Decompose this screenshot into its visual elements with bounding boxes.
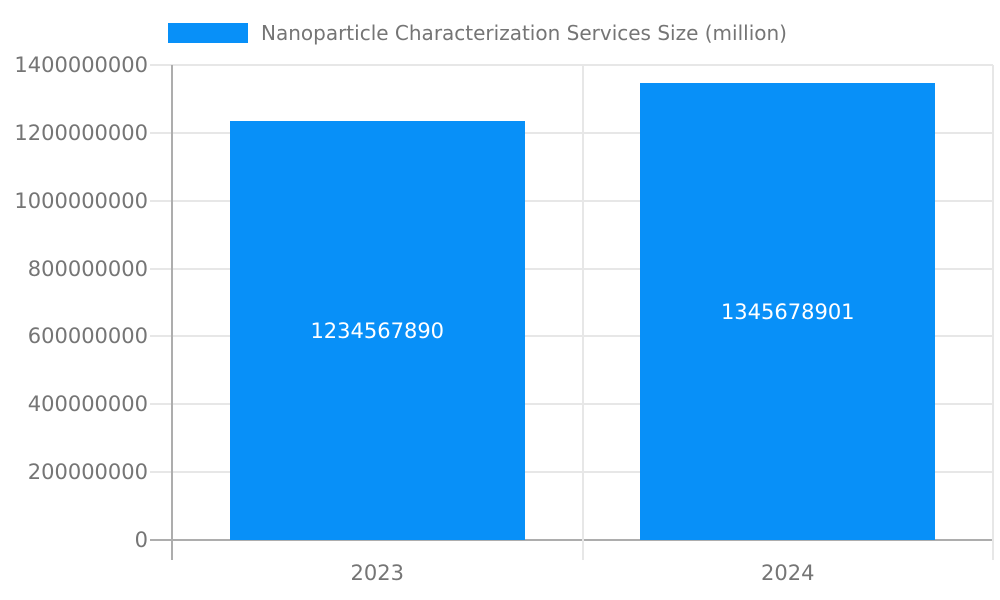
x-axis-tick-label: 2023 [350,561,404,585]
x-axis-tick-label: 2024 [761,561,815,585]
y-axis-tick-label: 0 [134,528,148,552]
y-axis-tick-label: 1000000000 [14,188,148,213]
h-gridline [150,267,993,270]
y-axis-tick-label: 600000000 [27,324,148,349]
v-gridline [992,65,994,560]
y-axis-tick-label: 400000000 [27,392,148,417]
x-axis-line [150,539,993,541]
h-gridline [150,64,993,66]
y-axis-tick-label: 1200000000 [14,120,148,145]
chart-legend: Nanoparticle Characterization Services S… [168,20,787,46]
bar-value-label: 1345678901 [720,299,855,324]
h-gridline [150,403,993,406]
y-axis-tick-label: 800000000 [27,256,148,281]
y-axis-tick-label: 200000000 [27,460,148,485]
legend-swatch-icon [168,23,248,43]
h-gridline [150,199,993,202]
h-gridline [150,335,993,338]
bar-value-label: 1234567890 [310,318,445,343]
y-axis-tick-label: 1400000000 [14,53,148,77]
v-gridline [581,65,584,560]
h-gridline [150,131,993,134]
h-gridline [150,471,993,474]
bar [640,83,936,540]
y-axis-line [171,65,173,560]
bar [229,121,525,540]
legend-label: Nanoparticle Characterization Services S… [261,21,787,45]
